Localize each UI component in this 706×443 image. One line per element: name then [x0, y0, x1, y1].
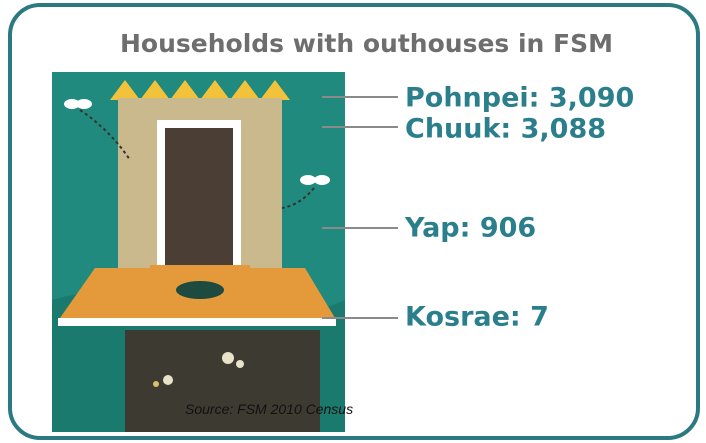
label: Yap: 906 [404, 213, 536, 244]
illustration [52, 72, 345, 432]
callouts: Pohnpei: 3,090 Chuuk: 3,088 Yap: 906 Kos… [322, 83, 634, 333]
label: Kosrae: 7 [405, 302, 549, 333]
title: Households with outhouses in FSM [120, 29, 613, 58]
source: Source: FSM 2010 Census [185, 401, 353, 417]
label: Chuuk: 3,088 [405, 114, 606, 145]
label: Pohnpei: 3,090 [405, 83, 634, 114]
